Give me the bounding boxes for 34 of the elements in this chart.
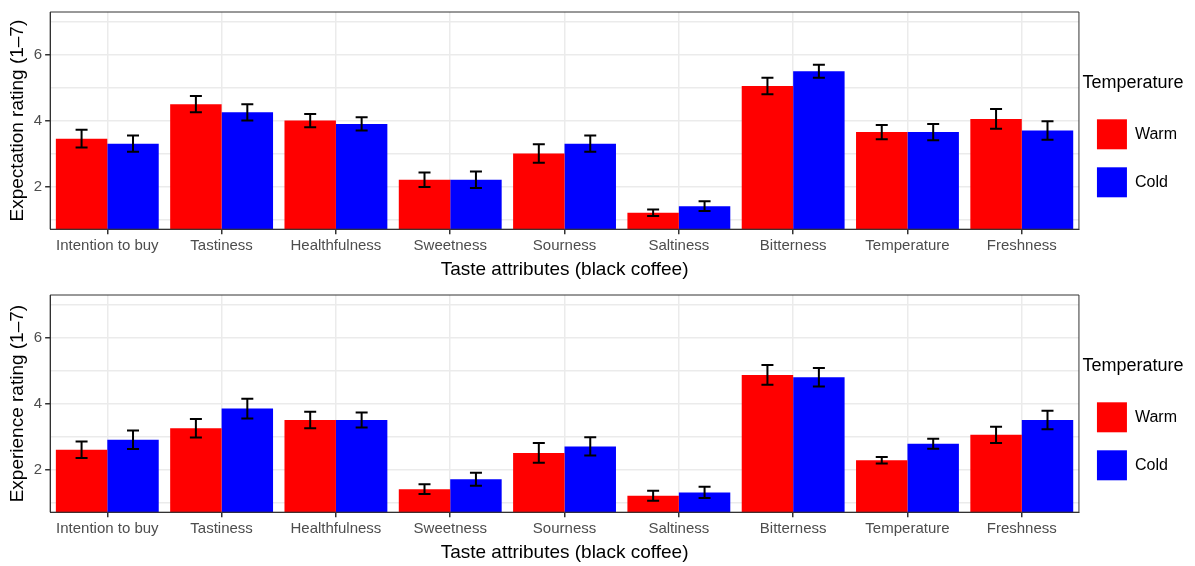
x-tick-label: Sweetness bbox=[413, 236, 487, 254]
y-tick-label: 6 bbox=[33, 44, 43, 62]
x-tick-label: Freshness bbox=[986, 236, 1057, 254]
x-tick-label: Saltiness bbox=[648, 519, 710, 537]
y-axis-title: Expectation rating (1–7) bbox=[5, 19, 27, 222]
legend-label: Warm bbox=[1134, 407, 1177, 425]
y-tick-label: 4 bbox=[33, 110, 43, 128]
y-tick-label: 2 bbox=[33, 459, 43, 477]
legend-title: Temperature bbox=[1082, 354, 1184, 375]
y-tick-label: 2 bbox=[33, 176, 43, 194]
legend-label: Cold bbox=[1134, 172, 1168, 190]
x-tick-label: Freshness bbox=[986, 519, 1057, 537]
x-tick-label: Saltiness bbox=[648, 236, 710, 254]
y-tick-label: 6 bbox=[33, 327, 43, 345]
y-tick-label: 4 bbox=[33, 393, 43, 411]
x-tick-label: Healthfulness bbox=[290, 236, 382, 254]
x-axis-title: Taste attributes (black coffee) bbox=[440, 540, 689, 562]
x-tick-label: Bitterness bbox=[759, 519, 827, 537]
x-tick-label: Tastiness bbox=[190, 519, 253, 537]
x-tick-label: Tastiness bbox=[190, 236, 253, 254]
legend-label: Warm bbox=[1134, 124, 1177, 142]
x-tick-label: Sweetness bbox=[413, 519, 487, 537]
x-tick-label: Intention to buy bbox=[56, 236, 160, 254]
x-tick-label: Sourness bbox=[532, 519, 597, 537]
x-tick-label: Intention to buy bbox=[56, 519, 160, 537]
legend-title: Temperature bbox=[1082, 71, 1184, 92]
x-tick-label: Temperature bbox=[865, 236, 950, 254]
x-tick-label: Healthfulness bbox=[290, 519, 382, 537]
x-tick-label: Bitterness bbox=[759, 236, 827, 254]
x-tick-label: Sourness bbox=[532, 236, 597, 254]
legend-label: Cold bbox=[1134, 455, 1168, 473]
x-tick-label: Temperature bbox=[865, 519, 950, 537]
y-axis-title: Experience rating (1–7) bbox=[5, 304, 27, 503]
x-axis-title: Taste attributes (black coffee) bbox=[440, 257, 689, 279]
